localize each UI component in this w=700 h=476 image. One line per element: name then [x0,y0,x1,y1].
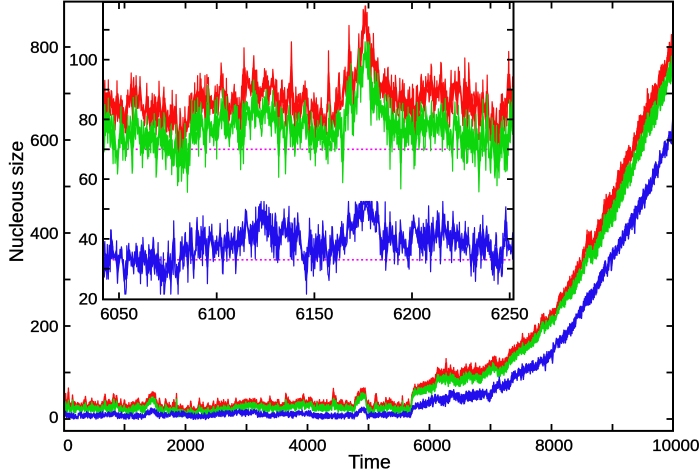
svg-text:2000: 2000 [167,436,205,455]
svg-text:800: 800 [30,38,58,57]
svg-text:4000: 4000 [289,436,327,455]
svg-text:Nucleous size: Nucleous size [6,141,28,262]
svg-text:6050: 6050 [100,305,138,324]
svg-text:6100: 6100 [198,305,236,324]
svg-text:100: 100 [69,51,97,70]
svg-text:0: 0 [63,436,72,455]
svg-text:400: 400 [30,224,58,243]
svg-text:10000: 10000 [652,436,699,455]
svg-text:6200: 6200 [393,305,431,324]
svg-text:6000: 6000 [413,436,451,455]
svg-text:60: 60 [79,170,98,189]
svg-text:80: 80 [79,110,98,129]
svg-text:0: 0 [49,408,58,427]
svg-text:Time: Time [348,451,391,471]
svg-text:40: 40 [79,230,98,249]
svg-text:200: 200 [30,317,58,336]
svg-text:600: 600 [30,131,58,150]
svg-text:20: 20 [79,290,98,309]
svg-text:8000: 8000 [535,436,573,455]
svg-text:6150: 6150 [295,305,333,324]
svg-text:6250: 6250 [491,305,529,324]
